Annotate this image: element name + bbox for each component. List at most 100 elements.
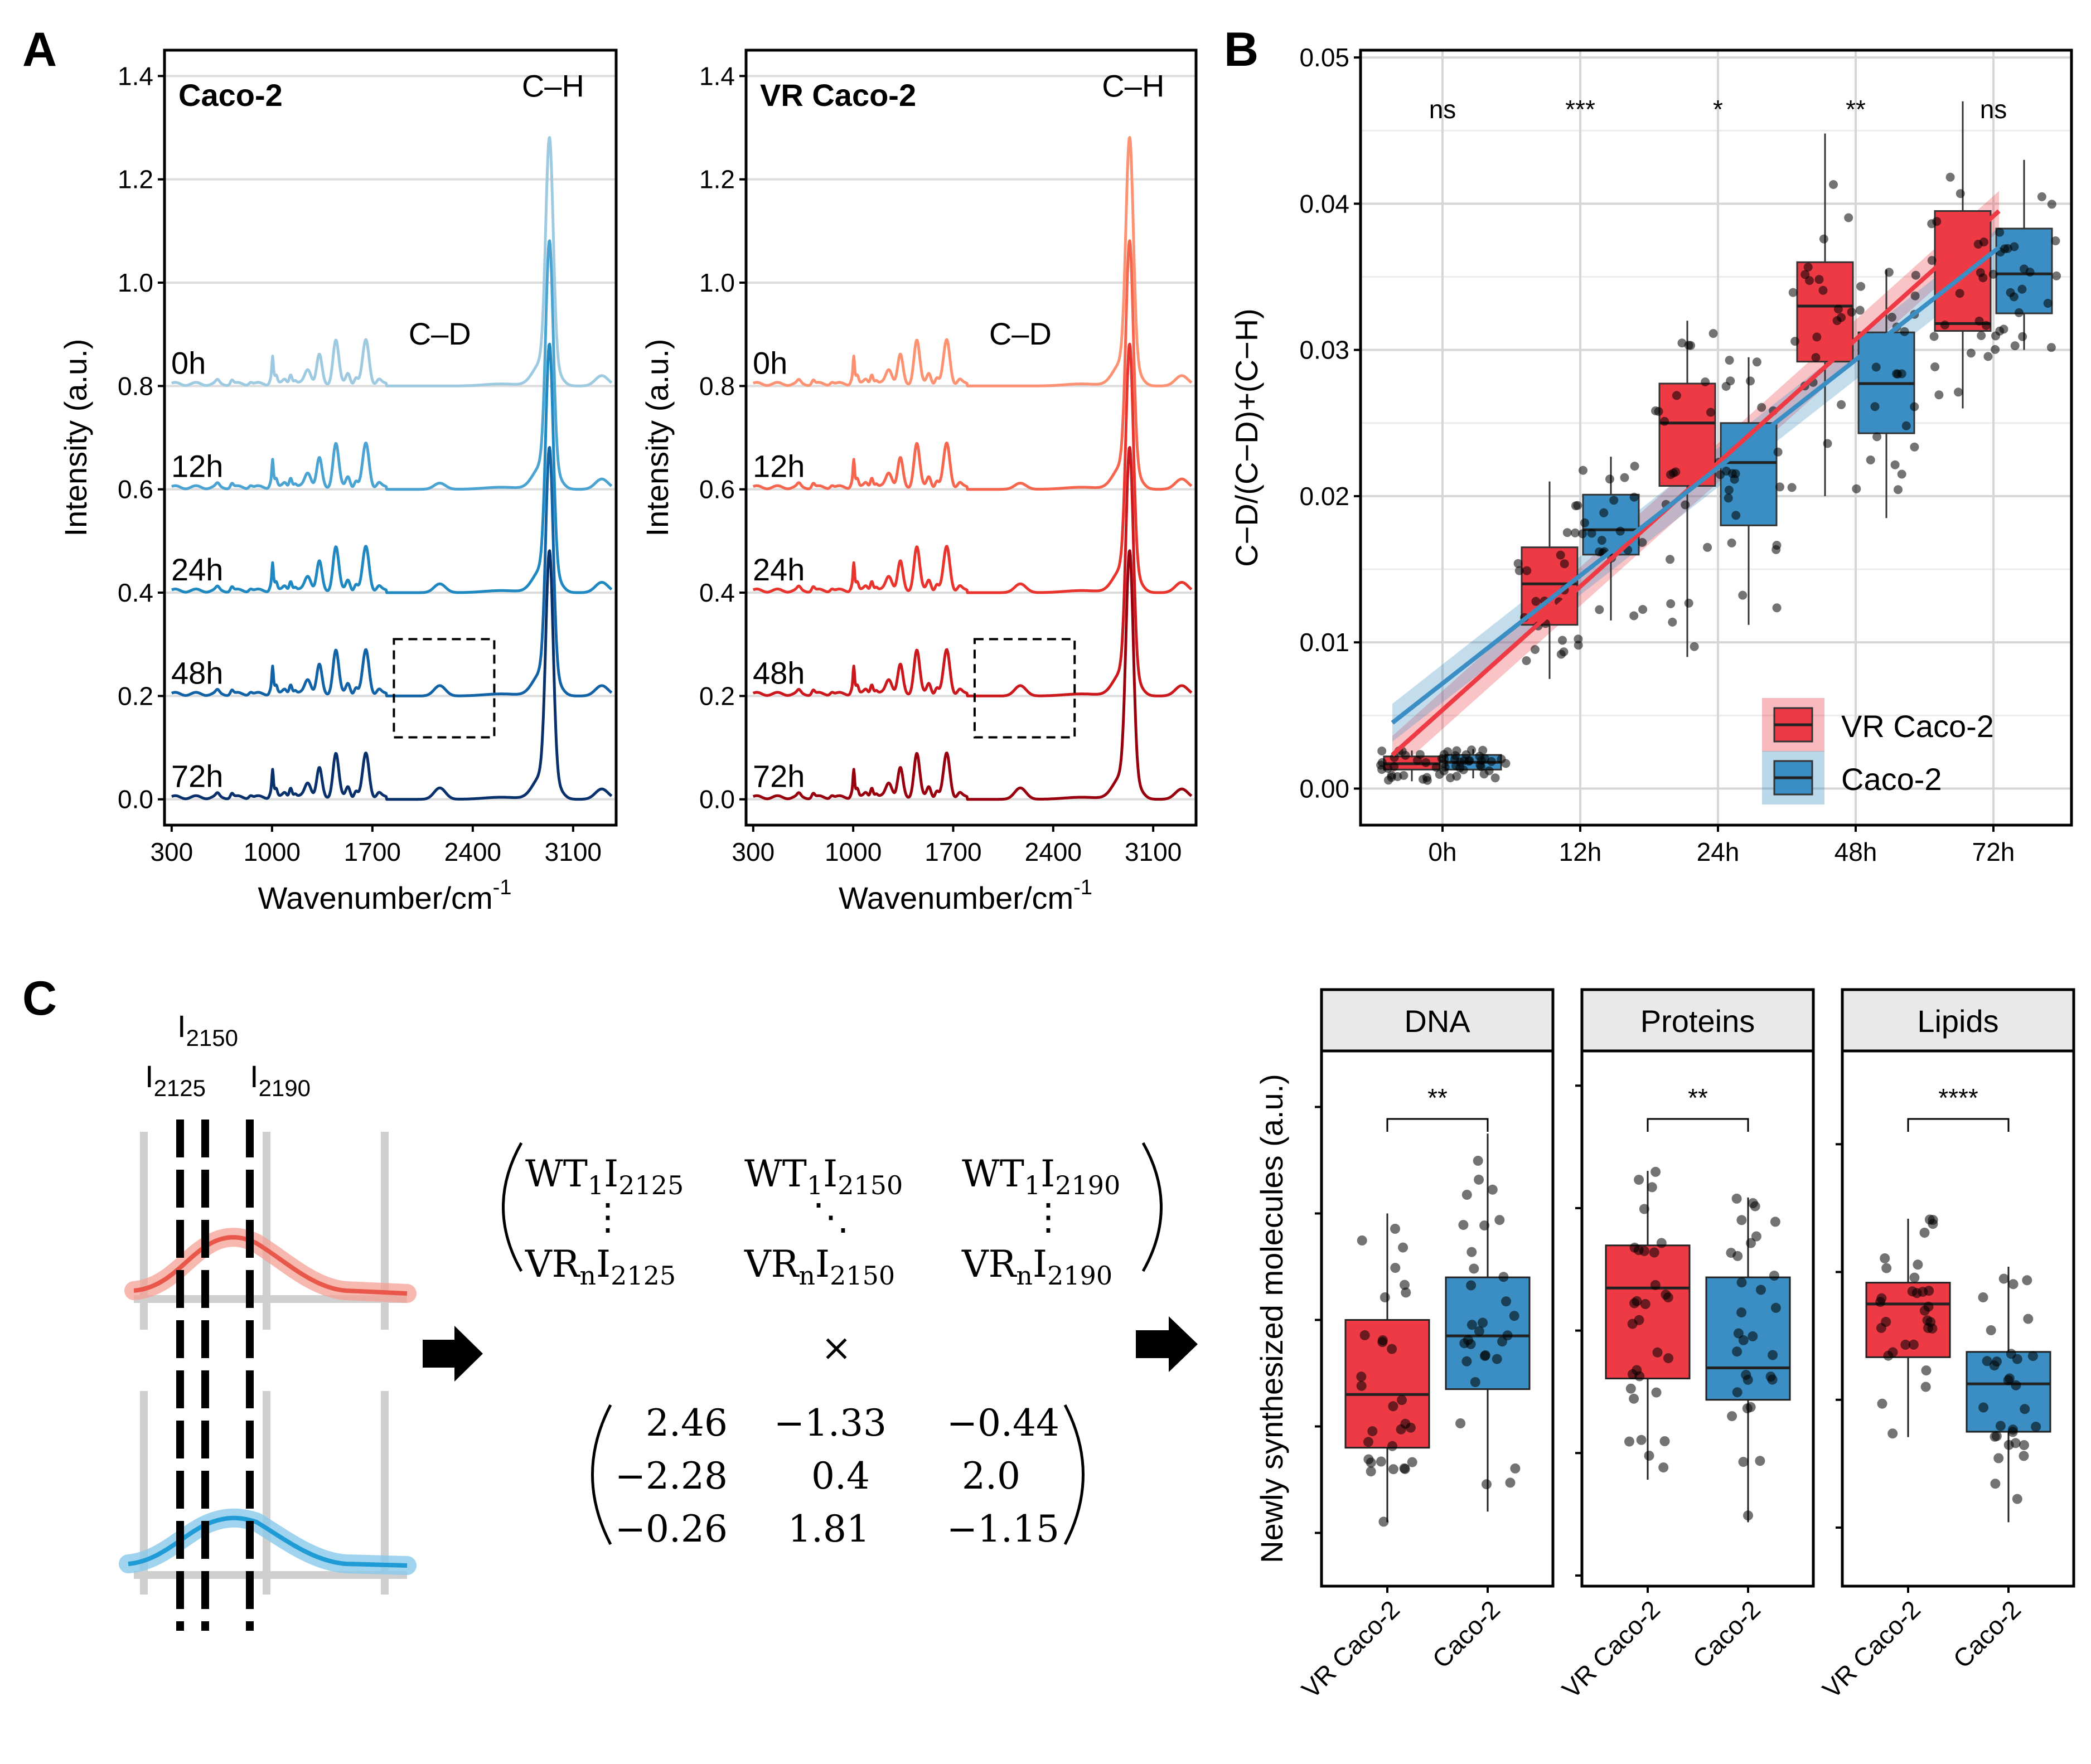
jitter-point: [1945, 172, 1955, 182]
jitter-point: [1909, 1272, 1920, 1283]
jitter-point: [1823, 439, 1832, 448]
jitter-point: [1599, 508, 1609, 517]
y-tick-label: 0.03: [1299, 336, 1349, 365]
jitter-point: [1494, 1215, 1505, 1225]
jitter-point: [1357, 1235, 1367, 1246]
jitter-point: [1422, 776, 1432, 785]
jitter-point: [1803, 263, 1813, 272]
jitter-point: [1558, 636, 1567, 645]
jitter-point: [1772, 541, 1782, 550]
jitter-point: [1866, 455, 1875, 464]
jitter-point: [2012, 1494, 2022, 1504]
jitter-point: [1387, 1344, 1397, 1354]
jitter-point: [1954, 387, 1963, 397]
jitter-point: [2004, 1373, 2015, 1384]
jitter-point: [1871, 362, 1881, 372]
jitter-point: [2020, 1404, 2030, 1414]
jitter-point: [1768, 1350, 1778, 1360]
jitter-point: [1684, 341, 1693, 350]
jitter-point: [1721, 382, 1731, 391]
jitter-point: [1573, 501, 1582, 510]
jitter-point: [2010, 341, 2020, 351]
y-tick-label: 0.4: [699, 578, 735, 607]
jitter-point: [1677, 338, 1687, 348]
box-VR Caco-2-48h: [1796, 133, 1854, 496]
jitter-point: [1773, 447, 1783, 457]
x-tick-label: 2400: [1025, 837, 1082, 866]
jitter-point: [1559, 647, 1569, 657]
jitter-point: [1746, 376, 1755, 386]
jitter-point: [1974, 316, 1984, 326]
jitter-point: [1880, 1253, 1890, 1263]
jitter-point: [1684, 598, 1693, 608]
matrix-a-ddots: ⋱: [812, 1195, 849, 1238]
y-tick-label: 0.05: [1299, 43, 1349, 72]
jitter-point: [1356, 1372, 1367, 1382]
x-tick-label: 12h: [1559, 837, 1602, 866]
matrix-a-r3c3: VRnI2190: [961, 1243, 1112, 1291]
jitter-point: [1934, 390, 1944, 400]
jitter-point: [1726, 1248, 1736, 1258]
jitter-point: [1650, 1280, 1661, 1290]
matrix-a-r1c2-name: WT: [744, 1152, 807, 1195]
box-body: [1658, 382, 1716, 487]
x-tick-label: Caco-2: [1947, 1595, 2026, 1674]
jitter-point: [1421, 758, 1431, 767]
peak-annotation: C–D: [989, 316, 1052, 351]
jitter-point: [1359, 1330, 1370, 1340]
jitter-point: [1466, 1320, 1477, 1330]
jitter-point: [1913, 1259, 1923, 1270]
facet-title: Lipids: [1917, 1004, 1998, 1039]
jitter-point: [1531, 645, 1540, 654]
jitter-point: [1991, 345, 2000, 354]
jitter-point: [1910, 402, 1919, 411]
matrix-a-r3c3-i-sub: 2190: [1047, 1261, 1112, 1291]
jitter-point: [1881, 1263, 1892, 1273]
jitter-point: [1663, 1353, 1673, 1364]
matrix-a: WT1I2125 WT1I2150 WT1I2190 ⋮ ⋱ ⋮ VRnI212…: [502, 1142, 1163, 1291]
jitter-point: [1609, 496, 1619, 505]
jitter-point: [1650, 1166, 1661, 1177]
box-VR Caco-2: [1605, 1166, 1691, 1480]
facet-proteins: Proteins ** VR Caco-2 Caco-2: [1556, 988, 1815, 1704]
jitter-point: [1732, 1387, 1742, 1398]
jitter-point: [1659, 1436, 1670, 1446]
spectrum-48h: [752, 446, 1193, 697]
jitter-point: [1400, 1463, 1410, 1474]
jitter-point: [1633, 1245, 1644, 1256]
x-tick-label: 300: [732, 837, 775, 866]
jitter-point: [1615, 526, 1625, 536]
jitter-point: [2010, 242, 2019, 251]
matrix-a-r1c3-name-sub: 1: [1024, 1170, 1040, 1200]
box-Caco-2: [1705, 1193, 1791, 1523]
y-axis-title: Newly synthesized molecules (a.u.): [1254, 1074, 1289, 1563]
jitter-point: [1855, 306, 1865, 315]
matrix-b-cell: 0.4: [811, 1455, 870, 1498]
jitter-point: [1388, 1464, 1398, 1475]
jitter-point: [1748, 1198, 1758, 1208]
jitter-point: [1844, 213, 1853, 222]
jitter-point: [1513, 559, 1523, 568]
plot-frame: [1580, 1049, 1815, 1588]
jitter-point: [1651, 1387, 1662, 1398]
jitter-point: [1656, 1238, 1667, 1248]
box-body: [1966, 1351, 2051, 1433]
jitter-point: [1390, 762, 1399, 771]
jitter-point: [2046, 343, 2056, 352]
jitter-point: [1911, 1288, 1922, 1298]
chart-title: Caco-2: [178, 77, 283, 113]
jitter-point: [1731, 511, 1741, 520]
illustration-red-line: [133, 1235, 408, 1296]
jitter-point: [1363, 1454, 1374, 1465]
jitter-point: [1988, 270, 1998, 279]
jitter-point: [1498, 1272, 1509, 1282]
arrow-right-icon: [423, 1326, 483, 1382]
series-label: 48h: [753, 655, 805, 690]
matrix-a-r3c2-i: I: [815, 1243, 830, 1286]
jitter-point: [1983, 352, 1993, 361]
jitter-point: [1787, 483, 1797, 492]
x-tick-label: 1700: [344, 837, 401, 866]
jitter-point: [1461, 750, 1471, 759]
matrix-a-vdots-left: ⋮: [589, 1195, 626, 1238]
jitter-point: [1522, 566, 1532, 575]
